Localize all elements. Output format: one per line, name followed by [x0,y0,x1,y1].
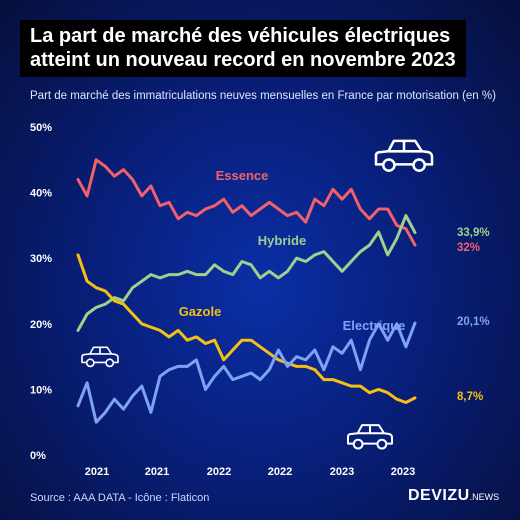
brand-suffix: .NEWS [469,492,500,502]
series-labels: Essence Hybride Gazole Electrique 32% 33,9% 8,… [179,168,490,403]
series-name-label: Gazole [179,304,222,319]
chart-title-line-2: atteint un nouveau record en novembre 20… [30,49,456,71]
series-name-label: Electrique [343,318,406,333]
x-axis: 2021 2021 2022 2022 2023 2023 [85,466,415,478]
x-tick-label: 2022 [268,466,292,478]
chart-title-line-1: La part de marché des véhicules électriq… [30,25,451,47]
x-tick-label: 2021 [145,466,169,478]
y-tick-label: 20% [30,319,52,331]
car-icons [81,139,434,450]
y-tick-label: 40% [30,188,52,200]
title-box: La part de marché des véhicules électriq… [20,20,466,77]
series-line-electrique [76,321,417,424]
x-tick-label: 2023 [391,466,415,478]
series-end-label: 33,9% [457,227,490,239]
car-icon [374,139,434,172]
series-name-label: Essence [216,168,269,183]
x-tick-label: 2021 [85,466,109,478]
series-end-label: 20,1% [457,316,490,328]
series-end-label: 32% [457,242,480,254]
series-line-gazole [76,253,417,404]
brand-logo: DEVIZU.NEWS [408,487,499,505]
y-tick-label: 10% [30,384,52,396]
x-tick-label: 2022 [207,466,231,478]
series-lines [76,158,417,424]
chart-subtitle: Part de marché des immatriculations neuv… [30,90,496,102]
y-tick-label: 50% [30,122,52,134]
y-tick-label: 30% [30,253,52,265]
series-line-hybride [76,214,417,332]
source-note: Source : AAA DATA - Icône : Flaticon [30,492,210,504]
series-name-label: Hybride [258,233,306,248]
series-line-essence [76,158,417,247]
brand-name: DEVIZU [408,487,470,504]
x-tick-label: 2023 [330,466,354,478]
y-axis: 0% 10% 20% 30% 40% 50% [30,122,52,462]
car-icon [347,424,393,450]
series-end-label: 8,7% [457,391,483,403]
y-tick-label: 0% [30,450,46,462]
car-icon [81,346,119,368]
